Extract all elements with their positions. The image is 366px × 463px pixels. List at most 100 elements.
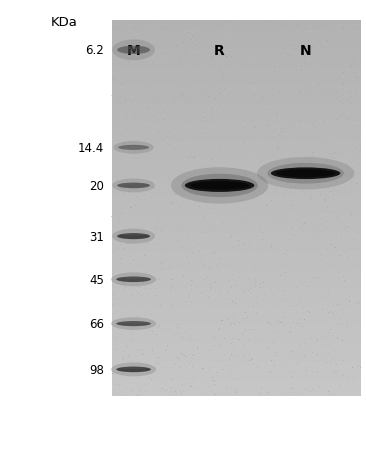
Point bbox=[320, 216, 326, 223]
Point bbox=[132, 365, 138, 372]
Point bbox=[318, 233, 324, 241]
Point bbox=[152, 145, 158, 153]
Point bbox=[231, 21, 237, 29]
Point bbox=[116, 275, 122, 282]
Point bbox=[291, 156, 296, 163]
Point bbox=[290, 63, 296, 70]
Point bbox=[324, 24, 329, 31]
Point bbox=[341, 29, 347, 36]
Point bbox=[220, 234, 226, 241]
Point bbox=[267, 208, 273, 215]
Point bbox=[134, 170, 140, 178]
Point bbox=[130, 185, 136, 192]
Point bbox=[317, 88, 323, 95]
Point bbox=[272, 272, 277, 279]
Point bbox=[301, 269, 307, 277]
Point bbox=[354, 180, 359, 188]
Point bbox=[228, 170, 234, 177]
Point bbox=[198, 348, 204, 355]
Point bbox=[168, 134, 173, 142]
Point bbox=[222, 302, 228, 309]
Point bbox=[322, 182, 328, 190]
Point bbox=[276, 171, 282, 179]
Point bbox=[248, 75, 254, 82]
Point bbox=[296, 249, 302, 256]
Point bbox=[182, 307, 188, 314]
Point bbox=[169, 96, 175, 103]
Point bbox=[145, 254, 151, 261]
Point bbox=[315, 369, 321, 376]
Point bbox=[279, 160, 284, 167]
Point bbox=[350, 125, 356, 133]
Point bbox=[238, 159, 244, 167]
Point bbox=[212, 122, 217, 130]
Point bbox=[220, 391, 225, 398]
Point bbox=[122, 155, 128, 163]
Point bbox=[175, 92, 181, 100]
Point bbox=[222, 128, 228, 135]
Point bbox=[213, 98, 219, 106]
Point bbox=[253, 275, 259, 283]
Point bbox=[328, 248, 334, 256]
Point bbox=[267, 301, 273, 309]
Point bbox=[220, 358, 226, 366]
Point bbox=[213, 382, 219, 390]
Point bbox=[307, 241, 313, 249]
Point bbox=[353, 303, 359, 310]
Point bbox=[268, 140, 274, 147]
Point bbox=[338, 327, 344, 335]
Point bbox=[333, 150, 339, 158]
Point bbox=[355, 281, 361, 288]
Point bbox=[340, 101, 346, 109]
Point bbox=[169, 186, 175, 193]
Point bbox=[317, 206, 323, 214]
Point bbox=[212, 387, 217, 394]
Point bbox=[145, 100, 151, 108]
Point bbox=[245, 123, 251, 131]
Point bbox=[129, 221, 135, 229]
Point bbox=[124, 384, 130, 392]
Point bbox=[173, 322, 179, 329]
Point bbox=[191, 167, 197, 174]
Point bbox=[177, 201, 183, 209]
Point bbox=[282, 126, 288, 134]
Point bbox=[337, 90, 343, 97]
Point bbox=[282, 339, 288, 347]
Point bbox=[141, 241, 146, 248]
Point bbox=[155, 184, 161, 192]
Point bbox=[273, 120, 279, 128]
Point bbox=[114, 86, 120, 94]
Point bbox=[260, 64, 266, 72]
Point bbox=[110, 238, 116, 246]
Point bbox=[133, 234, 139, 241]
Point bbox=[171, 145, 177, 152]
Point bbox=[136, 155, 142, 162]
Point bbox=[145, 47, 151, 54]
Point bbox=[249, 69, 255, 77]
Point bbox=[211, 250, 217, 257]
Point bbox=[192, 20, 198, 28]
Point bbox=[177, 372, 183, 379]
Point bbox=[247, 222, 253, 230]
Point bbox=[345, 185, 351, 192]
Point bbox=[285, 58, 291, 65]
Point bbox=[302, 55, 308, 62]
Point bbox=[190, 27, 196, 34]
Point bbox=[241, 239, 247, 246]
Point bbox=[213, 248, 219, 256]
Point bbox=[325, 194, 331, 202]
Point bbox=[324, 213, 329, 221]
Point bbox=[167, 134, 173, 141]
Point bbox=[315, 103, 321, 111]
Point bbox=[246, 219, 251, 226]
Point bbox=[176, 112, 182, 119]
Point bbox=[181, 87, 187, 94]
Point bbox=[125, 389, 131, 396]
Point bbox=[285, 377, 291, 385]
Point bbox=[343, 96, 349, 103]
Point bbox=[194, 183, 200, 190]
Point bbox=[305, 20, 310, 28]
Point bbox=[216, 378, 222, 386]
Point bbox=[246, 106, 252, 113]
Point bbox=[171, 100, 177, 108]
